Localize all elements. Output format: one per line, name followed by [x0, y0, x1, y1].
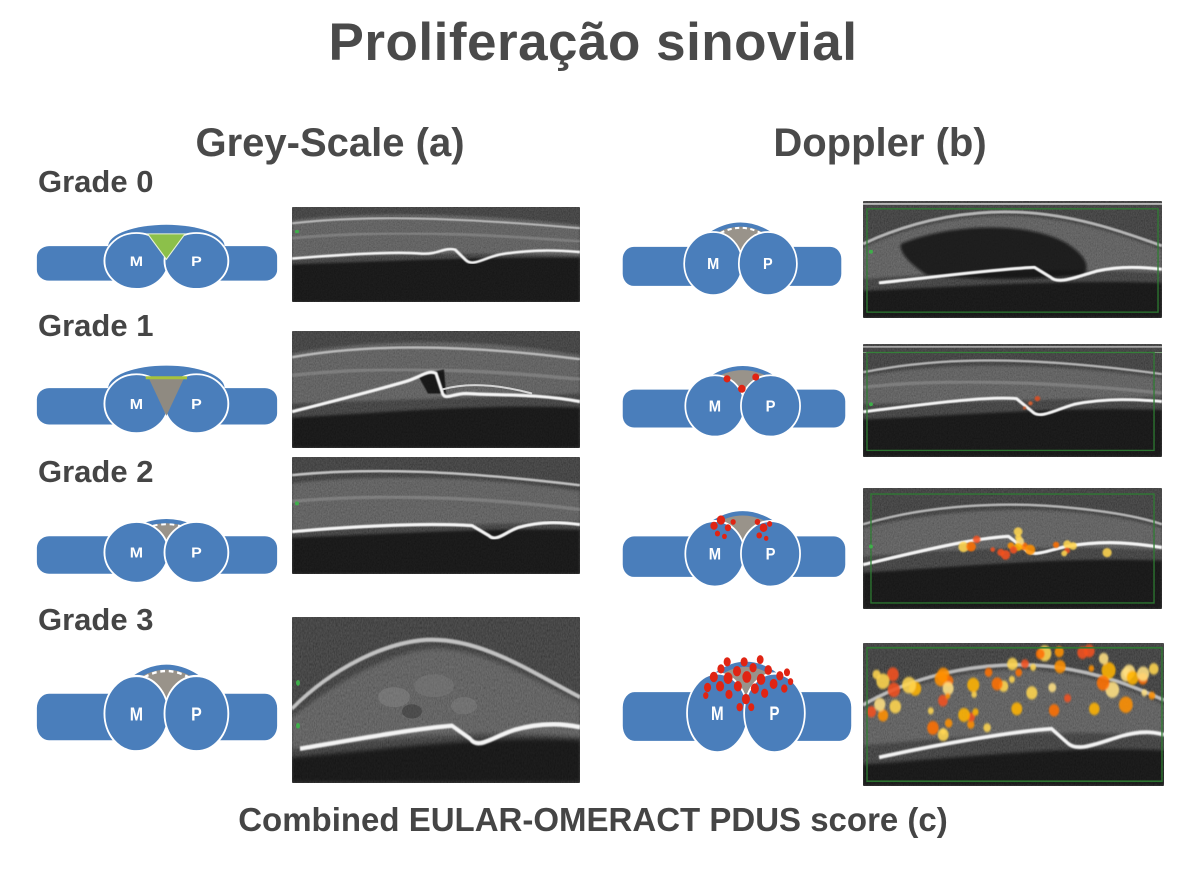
- bone-contour: [299, 722, 580, 751]
- svg-text:M: M: [130, 254, 143, 270]
- calibration-marker: [296, 722, 300, 729]
- calibration-marker: [295, 501, 299, 506]
- ultrasound-doppler-grade-1: [863, 344, 1162, 457]
- ultrasound-grey-grade-0: [292, 207, 580, 302]
- calibration-marker: [868, 544, 873, 549]
- bone-contour: [292, 521, 580, 540]
- doppler-roi-box: [866, 351, 1155, 452]
- calibration-marker: [296, 679, 300, 686]
- bone-contour: [878, 265, 1162, 285]
- svg-text:M: M: [130, 396, 143, 412]
- ultrasound-grey-grade-1: [292, 331, 580, 448]
- svg-text:M: M: [709, 546, 721, 564]
- svg-text:P: P: [766, 546, 776, 564]
- column-header-grey-scale: Grey-Scale (a): [195, 121, 465, 165]
- grade-label-2: Grade 2: [38, 454, 154, 489]
- doppler-signal-blobs: [958, 527, 1112, 560]
- svg-text:M: M: [709, 398, 721, 415]
- doppler-roi-box: [866, 646, 1163, 783]
- column-header-doppler: Doppler (b): [773, 121, 987, 165]
- grade-label-0: Grade 0: [38, 164, 154, 199]
- svg-text:P: P: [766, 398, 776, 415]
- svg-text:P: P: [191, 703, 202, 725]
- svg-text:P: P: [763, 256, 773, 274]
- figure-caption: Combined EULAR-OMERACT PDUS score (c): [238, 801, 948, 838]
- ultrasound-doppler-grade-3: [863, 643, 1164, 786]
- calibration-marker: [868, 402, 873, 407]
- bone-contour: [292, 370, 580, 414]
- bone-contour: [878, 726, 1164, 760]
- bone-contour: [292, 247, 580, 264]
- ultrasound-doppler-grade-2: [863, 488, 1162, 609]
- doppler-signal-blobs: [1022, 395, 1041, 410]
- svg-text:M: M: [130, 703, 143, 725]
- ultrasound-grey-grade-2: [292, 457, 580, 574]
- ultrasound-grey-grade-3: [292, 617, 580, 783]
- doppler-roi-box: [866, 208, 1159, 313]
- svg-text:M: M: [707, 256, 719, 274]
- bone-contour: [863, 396, 1162, 417]
- svg-text:M: M: [711, 702, 724, 724]
- calibration-marker: [295, 229, 299, 234]
- svg-text:P: P: [769, 702, 779, 724]
- svg-text:P: P: [191, 254, 202, 270]
- svg-text:P: P: [191, 396, 202, 412]
- grade-label-1: Grade 1: [38, 308, 154, 343]
- calibration-marker: [868, 249, 873, 254]
- ultrasound-doppler-grade-0: [863, 201, 1162, 318]
- grade-label-3: Grade 3: [38, 602, 154, 637]
- svg-text:P: P: [191, 545, 202, 562]
- figure-title: Proliferação sinovial: [328, 13, 858, 72]
- svg-text:M: M: [130, 545, 143, 562]
